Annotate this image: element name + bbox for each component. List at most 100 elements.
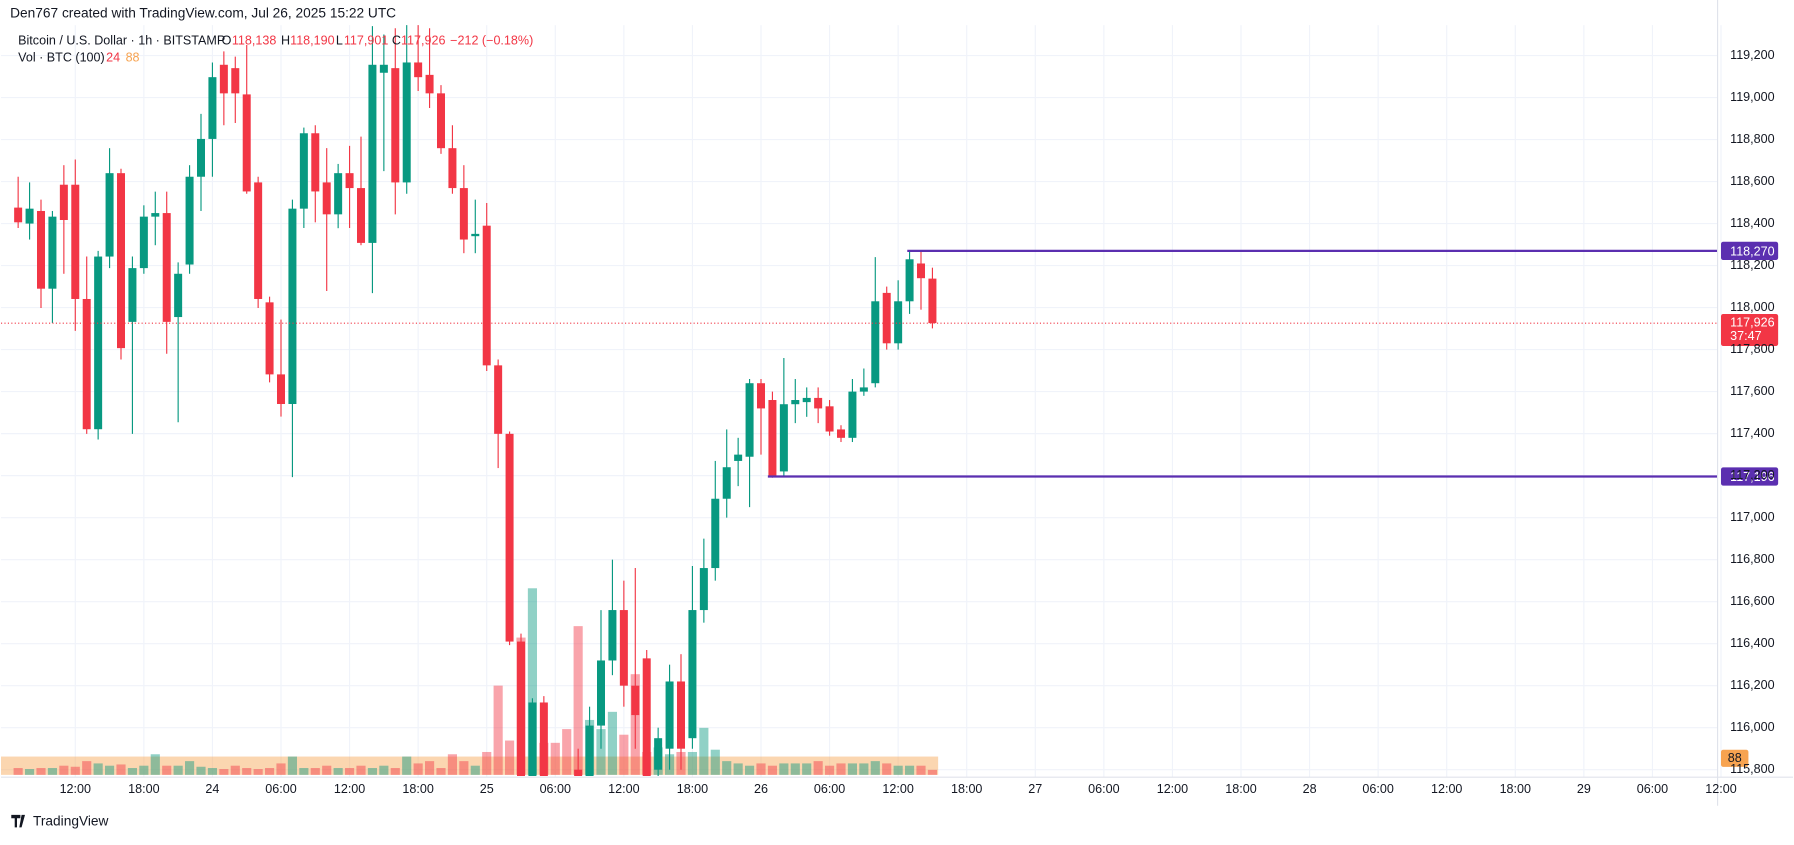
volume-bar [733, 763, 743, 775]
volume-bar [870, 761, 880, 775]
volume-bar [162, 765, 172, 775]
volume-bar [173, 765, 183, 775]
x-tick-label: 06:00 [1637, 782, 1668, 796]
x-tick-label: 06:00 [1362, 782, 1393, 796]
x-tick-label: 26 [754, 782, 768, 796]
candle-body [734, 454, 743, 461]
x-tick-label: 06:00 [265, 782, 296, 796]
volume-value: 24 [106, 51, 120, 65]
candle-body [757, 383, 765, 409]
volume-bar [116, 764, 126, 775]
y-tick-label: 117,800 [1730, 342, 1774, 356]
candle-body [48, 216, 57, 289]
volume-bar [185, 761, 195, 775]
volume-bar [59, 765, 69, 775]
volume-bar [150, 754, 160, 775]
x-tick-label: 06:00 [814, 782, 845, 796]
candle-body [174, 273, 183, 318]
candle-body [642, 658, 651, 776]
candle-body [517, 641, 525, 776]
candle-body [551, 801, 559, 822]
candle-body [288, 208, 297, 405]
volume-ma-tag-label: 88 [1728, 751, 1742, 765]
y-tick-label: 118,400 [1730, 216, 1774, 230]
candle-body [357, 188, 365, 243]
y-tick-label: 118,000 [1730, 300, 1774, 314]
candle-body [231, 68, 240, 94]
volume-bar [802, 763, 812, 775]
candle-body [185, 176, 194, 265]
candle-body [37, 210, 45, 289]
volume-bar [447, 754, 457, 775]
volume-bar [13, 767, 23, 775]
level-label: 118,270 [1730, 244, 1774, 258]
candle-body [151, 213, 160, 217]
volume-pane [1, 588, 939, 775]
volume-bar [756, 763, 766, 775]
y-tick-label: 117,200 [1730, 468, 1774, 482]
volume-bar [390, 767, 400, 775]
volume-bar [459, 761, 469, 775]
volume-bar [310, 767, 320, 775]
volume-bar [207, 767, 217, 775]
candle-body [277, 374, 285, 405]
volume-bar [230, 765, 240, 775]
volume-bar [436, 767, 446, 775]
candle-body [197, 138, 205, 177]
volume-bar [345, 767, 355, 775]
volume-bar [607, 711, 617, 775]
candle-body [528, 702, 537, 776]
candle-body [597, 660, 605, 726]
x-tick-label: 12:00 [1705, 782, 1736, 796]
candle-body [894, 301, 903, 344]
volume-bar [402, 756, 412, 775]
volume-bar [482, 751, 492, 775]
ohlc-key: L [336, 33, 343, 47]
ohlc-key: H [281, 33, 290, 47]
y-tick-label: 116,800 [1730, 552, 1774, 566]
volume-bar [425, 761, 435, 775]
candle-body [265, 302, 274, 375]
y-tick-label: 117,000 [1730, 510, 1774, 524]
volume-bar [36, 767, 46, 775]
grid [1, 25, 1722, 778]
volume-bar [710, 749, 720, 775]
volume-bar [893, 765, 903, 775]
volume-bar [596, 729, 606, 775]
candles [14, 25, 937, 822]
x-tick-label: 18:00 [1225, 782, 1256, 796]
candle-body [459, 188, 468, 240]
ohlc-value: 117,901 [344, 33, 388, 47]
y-tick-label: 119,000 [1730, 90, 1774, 104]
level-tag [1721, 467, 1779, 486]
ohlc-value: 117,926 [401, 33, 445, 47]
candle-body [882, 292, 891, 344]
volume-bar [25, 769, 35, 775]
volume-bar [687, 751, 697, 775]
y-tick-label: 116,200 [1730, 678, 1774, 692]
volume-bar [813, 761, 823, 775]
candle-body [711, 498, 720, 569]
volume-bar [847, 763, 857, 775]
volume-bar [219, 769, 229, 775]
volume-bar [562, 729, 572, 775]
volume-bar [253, 769, 263, 775]
volume-ma-value: 88 [126, 51, 140, 65]
candle-body [494, 365, 503, 434]
volume-bar [825, 765, 835, 775]
attribution: Den767 created with TradingView.com, Jul… [10, 5, 396, 20]
ohlc-value: 118,138 [232, 33, 276, 47]
volume-bar [927, 769, 937, 775]
x-tick-label: 27 [1028, 782, 1042, 796]
y-tick-label: 118,600 [1730, 174, 1774, 188]
candle-body [128, 268, 137, 322]
volume-bar [836, 763, 846, 775]
candle-body [905, 259, 914, 302]
x-tick-label: 12:00 [882, 782, 913, 796]
candle-body [848, 391, 857, 438]
candle-body [802, 397, 811, 403]
candle-body [859, 387, 868, 392]
volume-bar [882, 763, 892, 775]
